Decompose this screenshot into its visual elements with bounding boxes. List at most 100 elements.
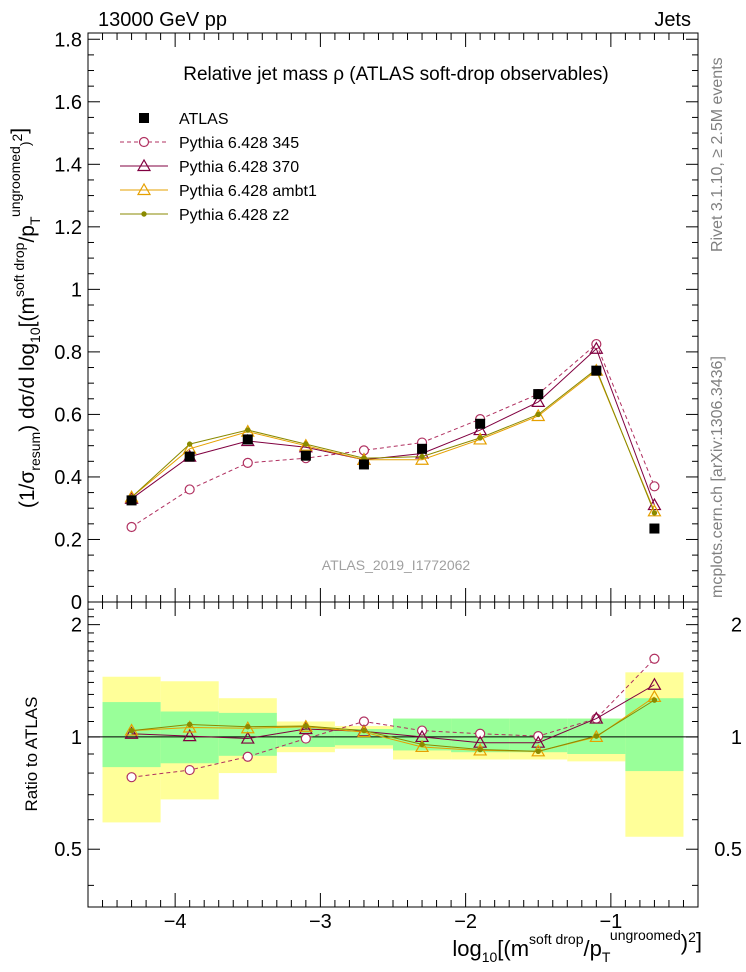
x-axis: −4 −3 −2 −1: [87, 602, 699, 933]
ratio-series-point: [128, 727, 135, 734]
series-line: [131, 369, 655, 512]
legend: ATLAS Pythia 6.428 345 Pythia 6.428 370 Pyt…: [120, 111, 317, 224]
ratio-series-point: [415, 739, 430, 753]
series-point: [531, 394, 546, 408]
legend-marker: [136, 158, 152, 172]
ratio-y-tick-label: 0.5: [54, 839, 82, 861]
main-y-axis: 0 0.2 0.4 0.6 0.8 1 1.2 1.4 1.6 1.8: [54, 29, 698, 614]
legend-marker: [141, 211, 147, 217]
ratio-y-axis-title: Ratio to ATLAS: [22, 697, 41, 812]
ratio-y-tick-label: 1: [71, 727, 82, 749]
series-line: [131, 368, 655, 514]
ratio-series-point: [589, 729, 604, 743]
series-point: [651, 510, 658, 516]
ratio-y-tick-label-right: 2: [731, 615, 742, 637]
atlas-data-point: [126, 495, 137, 506]
ratio-y-tick-label: 2: [71, 615, 82, 637]
ratio-series-line: [131, 699, 655, 752]
atlas-data-point: [475, 418, 486, 429]
atlas-data-point: [533, 389, 544, 400]
ratio-series-point: [647, 677, 662, 690]
ratio-series-point: [419, 741, 425, 748]
ratio-series-point: [245, 724, 251, 730]
ratio-series-point: [124, 726, 139, 739]
ratio-series-point: [298, 721, 313, 735]
series-point: [126, 521, 137, 533]
ratio-series-point: [649, 653, 660, 664]
ratio-series-point: [186, 721, 193, 728]
ratio-band-inner: [625, 698, 684, 772]
series-point: [184, 484, 195, 495]
ratio-series-line: [131, 684, 655, 744]
y-tick-label: 1.4: [54, 154, 82, 176]
atlas-data-point: [242, 434, 253, 445]
ratio-series-point: [303, 723, 309, 729]
y-tick-label: 1.6: [54, 92, 82, 114]
ratio-uncertainty-bands: [102, 672, 684, 837]
x-tick-label: −1: [599, 911, 622, 933]
series-point: [589, 341, 604, 354]
x-tick-label: −2: [454, 911, 477, 933]
legend-label: Pythia 6.428 ambt1: [179, 183, 317, 200]
x-tick-label: −3: [309, 911, 332, 933]
y-tick-label: 1: [71, 279, 82, 301]
x-axis-title: log10[(msoft drop/pTungroomed)2]: [452, 927, 702, 965]
ratio-series-line: [131, 658, 655, 778]
atlas-data-point: [300, 450, 311, 461]
legend-label: Pythia 6.428 345: [179, 135, 299, 152]
main-series-group: [124, 338, 662, 534]
x-tick-label: −4: [164, 911, 187, 933]
ratio-series-point: [535, 748, 541, 755]
atlas-data-point: [417, 443, 428, 454]
ratio-series-point: [300, 733, 311, 744]
legend-label: ATLAS: [179, 111, 229, 128]
series-point: [186, 441, 193, 447]
y-tick-label: 1.2: [54, 217, 82, 239]
series-point: [535, 411, 541, 418]
series-point: [477, 435, 483, 441]
atlas-data-point: [184, 451, 195, 462]
ratio-y-tick-label-right: 1: [731, 727, 742, 749]
legend-label: Pythia 6.428 370: [179, 159, 299, 176]
legend-marker: [136, 182, 152, 196]
series-point: [649, 481, 660, 492]
main-x-ticks: [87, 33, 699, 602]
series-line: [131, 343, 655, 528]
ratio-series-point: [182, 720, 197, 733]
atlas-data-point: [591, 365, 602, 376]
ratio-series-point: [242, 751, 253, 762]
y-tick-label: 1.8: [54, 29, 82, 51]
ratio-series-point: [589, 711, 604, 724]
y-tick-label: 0.2: [54, 529, 82, 551]
y-tick-label: 0.8: [54, 342, 82, 364]
ratio-y-axis: 0.5 0.5 1 1 2 2: [54, 608, 742, 886]
ratio-series-point: [240, 721, 255, 734]
ratio-y-tick-label-right: 0.5: [714, 839, 742, 861]
ratio-series-point: [475, 728, 486, 739]
atlas-data-point: [649, 523, 660, 534]
series-line: [131, 347, 655, 506]
ratio-series-point: [182, 728, 197, 742]
svg-text:log10[(msoft drop/pTungroomed): log10[(msoft drop/pTungroomed)2]: [452, 927, 702, 965]
y-tick-label: 0.4: [54, 467, 82, 489]
analysis-watermark: ATLAS_2019_I1772062: [322, 557, 471, 573]
ratio-series-group: [124, 653, 662, 783]
ratio-plot-panel: 0.5 0.5 1 1 2 2 −4 −3 −2 −1: [54, 601, 742, 933]
legend-marker: [139, 113, 149, 123]
series-point: [303, 441, 309, 447]
chart-title: Relative jet mass ρ (ATLAS soft-drop obs…: [183, 64, 608, 85]
mcplots-label: mcplots.cern.ch [arXiv:1306.3436]: [709, 356, 726, 598]
header-right-label: Jets: [654, 9, 691, 31]
series-point: [647, 504, 662, 517]
series-point: [419, 453, 425, 460]
ratio-series-point: [531, 735, 546, 748]
series-point: [245, 427, 251, 433]
ratio-series-point: [651, 697, 658, 703]
y-tick-label: 0.6: [54, 404, 82, 426]
legend-marker: [138, 136, 150, 148]
y-tick-label: 0: [71, 592, 82, 614]
atlas-data-point: [358, 459, 369, 470]
ratio-series-point: [593, 733, 600, 739]
ratio-series-point: [240, 731, 255, 744]
